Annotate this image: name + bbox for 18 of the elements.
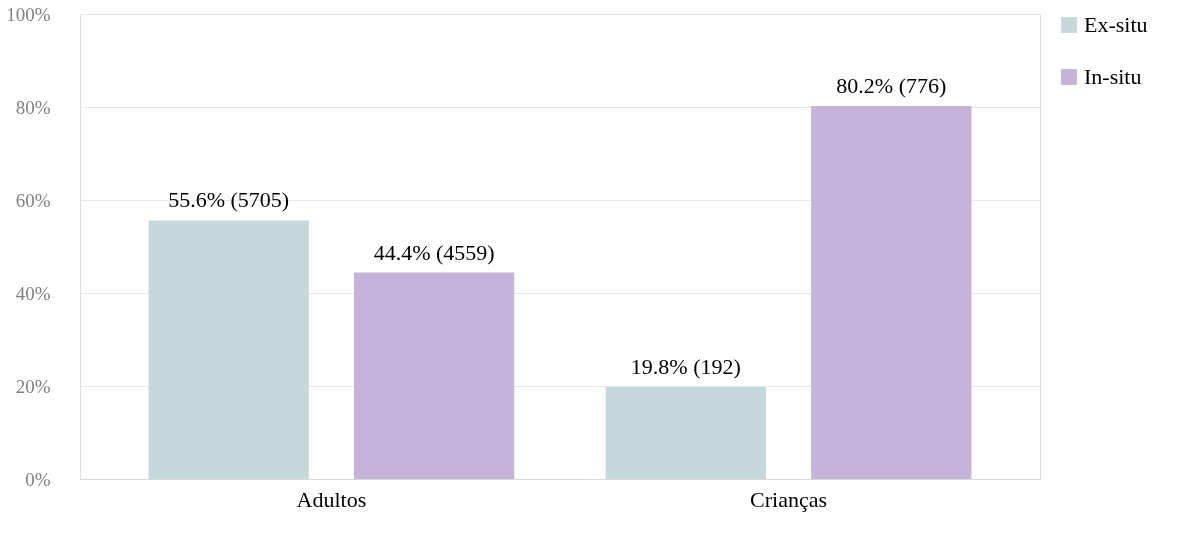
y-tick-label: 40% [15,282,51,304]
y-tick-label: 20% [15,375,51,397]
legend-label: Ex-situ [1084,12,1148,37]
y-tick-label: 60% [15,189,51,211]
bar [605,386,766,479]
data-label: 44.4% (4559) [373,239,495,265]
y-tick-label: 100% [6,3,51,25]
x-tick-label: Crianças [750,486,828,512]
bar [148,220,309,479]
data-label: 80.2% (776) [836,73,947,99]
data-label: 19.8% (192) [630,353,741,379]
bar [811,106,972,479]
legend-label: In-situ [1084,64,1142,89]
data-label: 55.6% (5705) [168,187,290,213]
y-tick-label: 80% [15,96,51,118]
x-tick-label: Adultos [296,486,367,512]
y-tick-label: 0% [25,468,51,490]
bar [354,272,515,479]
